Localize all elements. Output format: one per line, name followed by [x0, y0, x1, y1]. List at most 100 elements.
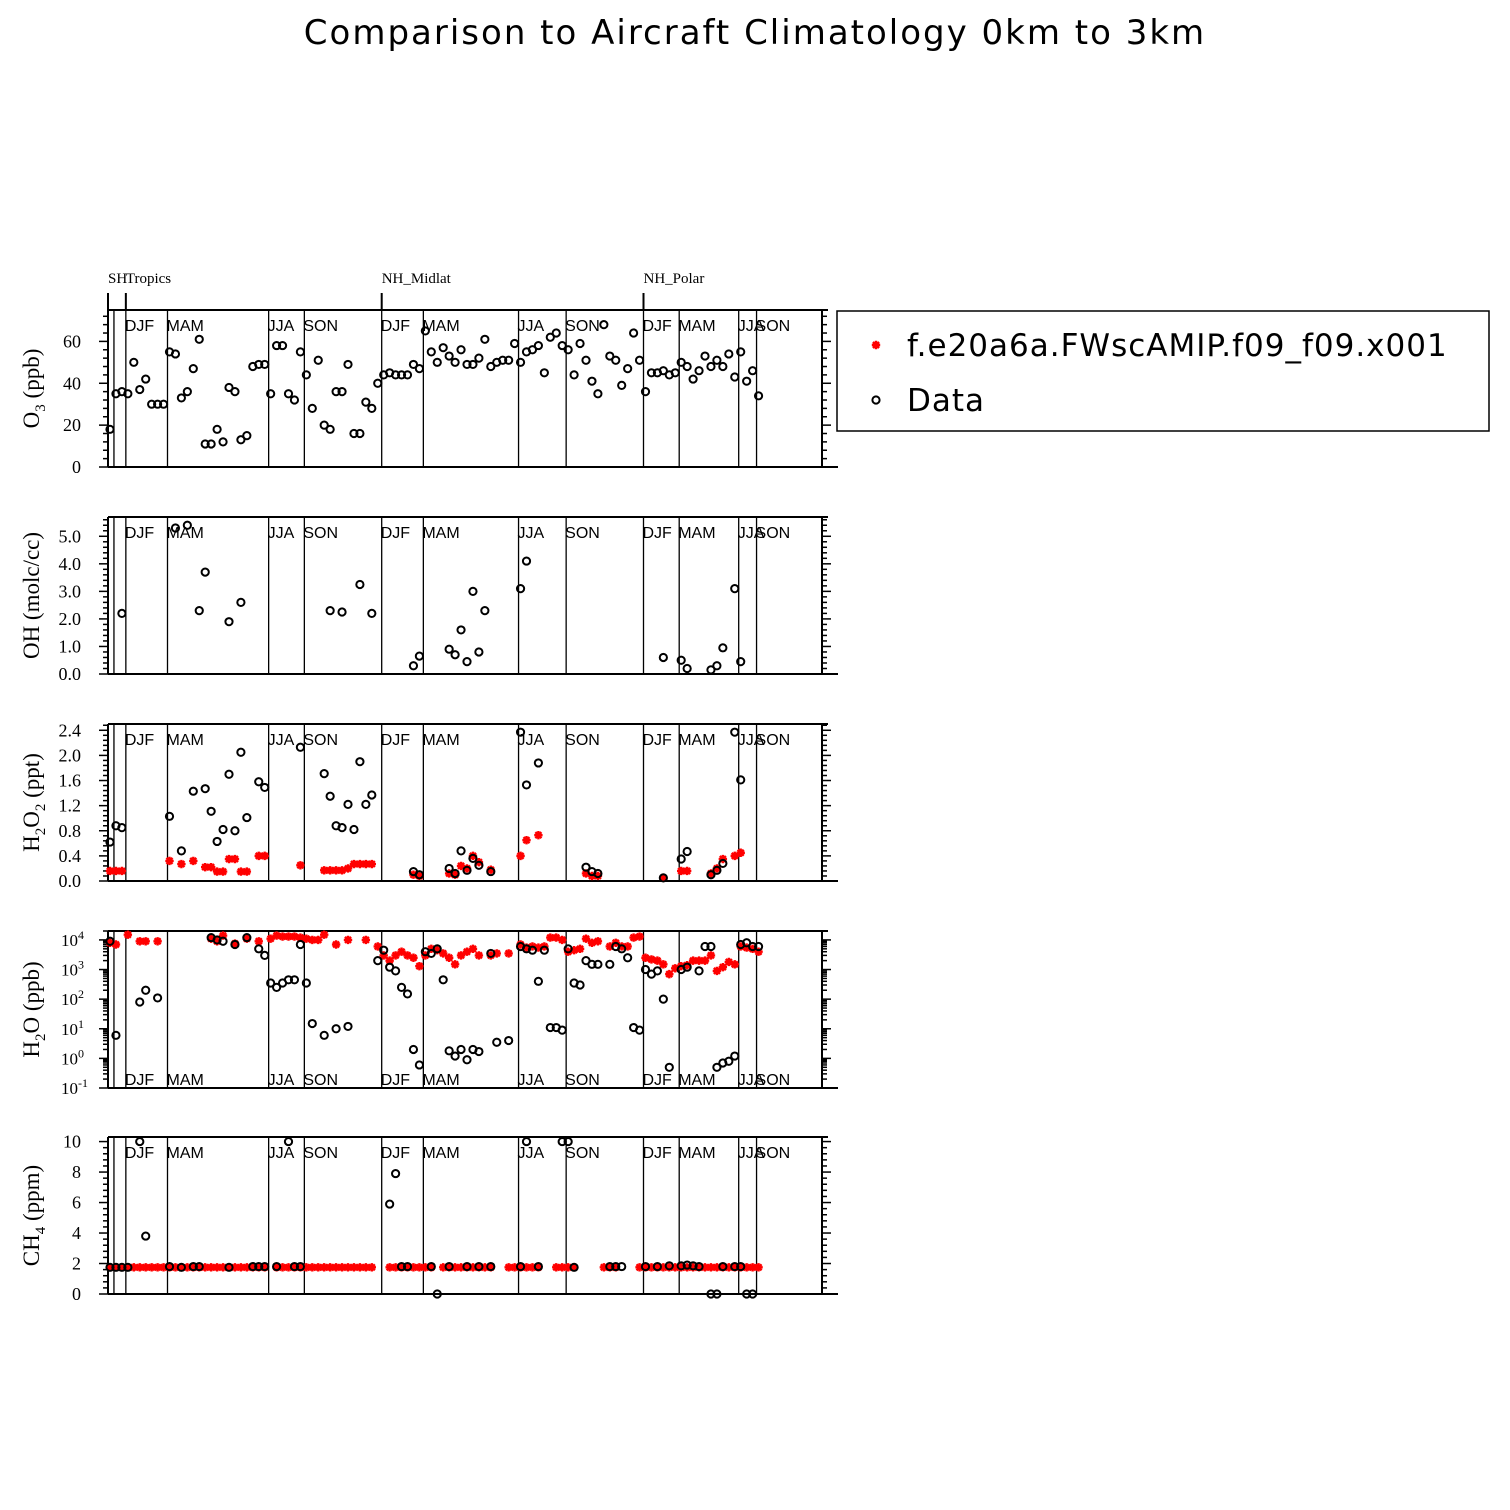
y-tick-label: 2: [72, 1254, 81, 1274]
data-point: [319, 769, 329, 779]
data-point: [563, 1136, 573, 1147]
model-point: [248, 1263, 257, 1272]
data-point: [367, 403, 377, 413]
model-point: [522, 1263, 531, 1272]
model-point: [653, 1263, 662, 1272]
model-point: [581, 934, 591, 943]
data-point: [349, 824, 359, 835]
data-point: [676, 854, 686, 864]
data-point: [533, 340, 544, 351]
model-point: [135, 1263, 144, 1272]
model-point: [677, 866, 686, 876]
data-point: [224, 1262, 234, 1272]
model-point: [421, 1263, 430, 1272]
data-point: [432, 1289, 442, 1299]
model-point: [629, 933, 638, 942]
data-point: [753, 391, 764, 401]
season-label: MAM: [167, 732, 204, 749]
data-point: [712, 865, 722, 875]
season-label: DJF: [125, 525, 155, 542]
data-point: [456, 1044, 466, 1055]
model-point: [331, 1263, 341, 1272]
season-label: MAM: [678, 318, 715, 335]
legend-box: [836, 310, 1490, 432]
season-label: SON: [303, 732, 338, 749]
model-point: [242, 1263, 252, 1272]
model-point: [462, 864, 472, 873]
data-point: [557, 340, 567, 351]
data-point: [539, 945, 549, 955]
data-point: [694, 366, 704, 376]
model-point: [123, 930, 133, 939]
model-point: [343, 935, 353, 945]
season-label: JJA: [268, 1072, 295, 1089]
y-tick-label: 1.2: [59, 796, 82, 816]
data-point: [748, 1289, 758, 1299]
model-point: [427, 1263, 436, 1272]
series-data: [105, 320, 764, 449]
season-label: JJA: [268, 732, 295, 749]
model-point: [105, 866, 115, 876]
data-point: [456, 846, 466, 856]
model-point: [224, 854, 234, 864]
model-point: [433, 945, 442, 955]
data-point: [361, 799, 371, 809]
series-data: [105, 1136, 758, 1299]
model-point: [195, 1263, 204, 1272]
data-point: [736, 657, 746, 667]
model-point: [534, 1263, 543, 1272]
data-point: [444, 863, 454, 874]
data-point: [468, 853, 478, 863]
model-point: [712, 864, 722, 873]
data-point: [343, 799, 353, 809]
data-point: [337, 607, 347, 617]
season-label: JJA: [518, 1072, 545, 1089]
model-point: [201, 862, 210, 872]
data-point: [355, 428, 365, 439]
data-point: [343, 1021, 353, 1032]
y-tick-labels: 0 2 4 6 8 10: [63, 1132, 81, 1304]
model-point: [504, 949, 513, 958]
y-ticks: [99, 724, 831, 882]
model-point: [558, 935, 567, 945]
model-point: [230, 1263, 240, 1272]
data-point: [349, 428, 359, 439]
data-point: [218, 936, 228, 946]
data-point: [557, 1025, 567, 1035]
season-label: JJA: [738, 525, 765, 542]
model-point: [290, 1263, 299, 1272]
model-point: [587, 938, 597, 947]
data-point: [480, 606, 490, 616]
season-label: JJA: [268, 318, 295, 335]
data-point: [676, 357, 686, 367]
data-point: [373, 956, 383, 966]
model-point: [302, 1263, 311, 1272]
model-point: [183, 1263, 192, 1272]
season-label: SON: [303, 318, 338, 335]
season-label: MAM: [167, 1145, 204, 1162]
series-data: [105, 727, 746, 883]
y-axis-label: OH (molc/cc): [19, 532, 44, 659]
data-point: [224, 617, 234, 627]
legend-label: f.e20a6a.FWscAMIP.f09_f09.x001: [907, 328, 1448, 364]
model-point: [700, 956, 710, 965]
data-point: [230, 826, 240, 836]
data-point: [432, 357, 442, 367]
data-point: [617, 944, 627, 954]
model-point: [284, 932, 293, 941]
data-point: [391, 1168, 401, 1179]
data-point: [569, 370, 579, 380]
model-point: [206, 862, 216, 872]
data-point: [444, 644, 454, 654]
model-point: [337, 1263, 347, 1272]
legend-label: Data: [907, 383, 985, 419]
y-tick-exponent: 4: [78, 928, 84, 942]
data-point: [218, 437, 228, 447]
region-label: SH: [108, 271, 127, 287]
data-point: [623, 953, 633, 963]
season-label: JJA: [738, 1072, 765, 1089]
data-point: [266, 978, 276, 988]
